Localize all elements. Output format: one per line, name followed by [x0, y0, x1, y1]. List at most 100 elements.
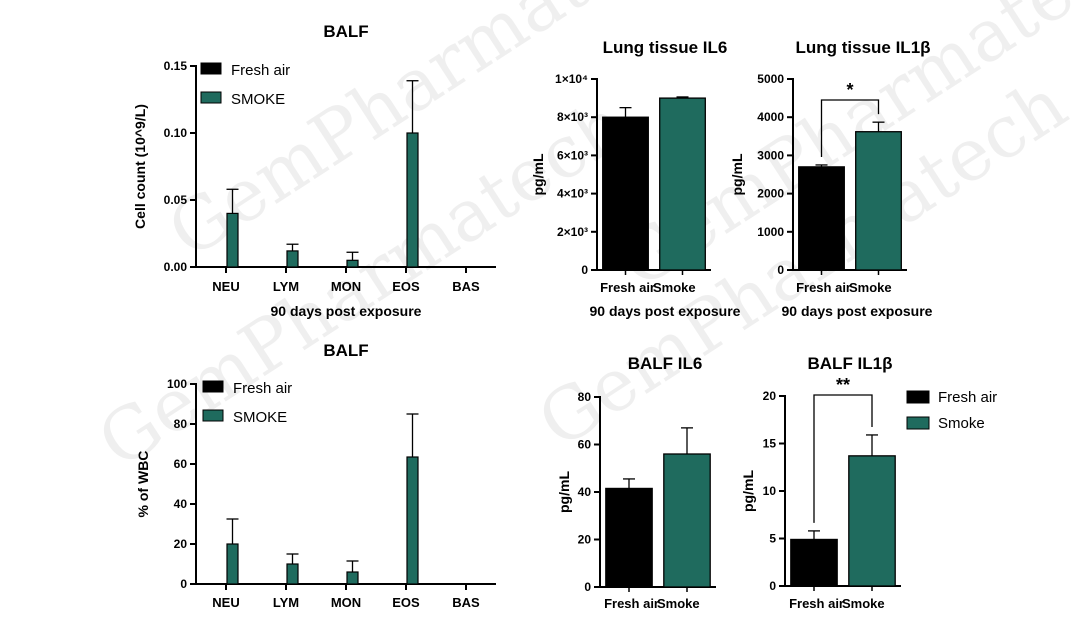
category-label: MON [331, 595, 361, 610]
y-tick-label: 1000 [757, 225, 784, 239]
category-label: EOS [392, 595, 420, 610]
bar-smoke [855, 131, 902, 271]
y-tick-label: 0 [769, 579, 776, 593]
category-label: EOS [392, 279, 420, 294]
y-tick-label: 2000 [757, 187, 784, 201]
y-tick-label: 0 [777, 263, 784, 277]
bar-smoke [286, 250, 299, 268]
y-tick-label: 0 [581, 263, 588, 277]
bar-smoke [226, 543, 239, 585]
category-label: NEU [212, 595, 239, 610]
category-label: Smoke [653, 280, 696, 295]
y-tick-label: 0.15 [164, 59, 188, 73]
bar-smoke [226, 212, 239, 268]
category-label: Smoke [842, 596, 885, 611]
y-tick-label: 10 [763, 484, 777, 498]
charts-layer: 0.00 0.05 0.10 0.15 BALF Cell count (10^9/L) 9… [132, 22, 997, 611]
bar-smoke [406, 132, 419, 268]
y-tick-label: 8×10³ [557, 110, 588, 124]
y-axis-label: Cell count (10^9/L) [132, 104, 148, 229]
chart-balf-pct: 0 20 40 60 80 100 BALF % of WBC NEU LYM MON EOS BAS F… [135, 341, 496, 610]
y-tick-label: 0 [584, 580, 591, 594]
bar-fresh-air [605, 487, 653, 588]
y-axis-label: pg/mL [729, 153, 745, 195]
legend-swatch [200, 91, 222, 104]
bar-smoke [659, 97, 706, 271]
y-axis-label: pg/mL [556, 471, 572, 513]
y-tick-label: 4000 [757, 110, 784, 124]
y-tick-label: 100 [167, 377, 187, 391]
bar-smoke [663, 453, 711, 588]
y-tick-label: 4×10³ [557, 187, 588, 201]
category-label: Smoke [657, 596, 700, 611]
y-axis-label: pg/mL [740, 470, 756, 512]
significance-bracket [813, 394, 873, 523]
bar-smoke [346, 571, 359, 585]
category-label: Smoke [849, 280, 892, 295]
y-tick-label: 3000 [757, 148, 784, 162]
y-tick-label: 5 [769, 532, 776, 546]
bar-fresh-air [602, 116, 649, 271]
significance-bracket [820, 99, 880, 157]
y-tick-label: 6×10³ [557, 148, 588, 162]
legend-label: Fresh air [231, 62, 290, 79]
y-tick-label: 5000 [757, 72, 784, 86]
legend-label: Fresh air [233, 380, 292, 397]
y-tick-label: 0 [180, 577, 187, 591]
y-tick-label: 20 [174, 537, 188, 551]
y-tick-label: 0.10 [164, 126, 188, 140]
y-tick-label: 15 [763, 437, 777, 451]
x-axis-label: 90 days post exposure [271, 303, 422, 319]
bar-smoke [286, 563, 299, 585]
chart-title: BALF [323, 341, 368, 360]
category-label: Fresh air [789, 596, 844, 611]
y-tick-label: 20 [578, 533, 592, 547]
y-tick-label: 60 [578, 438, 592, 452]
legend-swatch [200, 62, 222, 75]
significance-label: ** [836, 375, 850, 395]
category-label: Fresh air [796, 280, 851, 295]
chart-balf-count: 0.00 0.05 0.10 0.15 BALF Cell count (10^9/L) 9… [132, 22, 496, 319]
y-tick-label: 0.00 [164, 260, 188, 274]
category-label: LYM [273, 595, 299, 610]
legend-swatch [202, 380, 224, 393]
category-label: MON [331, 279, 361, 294]
chart-lung-il6: 0 2×10³ 4×10³ 6×10³ 8×10³ 1×10⁴ Lung tissue IL… [530, 38, 741, 319]
bar-smoke [848, 455, 896, 587]
y-tick-label: 60 [174, 457, 188, 471]
bar-fresh-air [790, 538, 838, 587]
chart-lung-il1b: 0 1000 2000 3000 4000 5000 Lung tissue IL1β pg/… [729, 38, 933, 319]
y-axis-label: pg/mL [530, 153, 546, 195]
chart-title: Lung tissue IL6 [603, 38, 728, 57]
significance-label: * [846, 80, 853, 100]
y-axis-label: % of WBC [135, 451, 151, 518]
x-axis-label: 90 days post exposure [782, 303, 933, 319]
category-label: BAS [452, 595, 480, 610]
y-tick-label: 80 [578, 390, 592, 404]
category-label: BAS [452, 279, 480, 294]
chart-title: BALF IL1β [808, 354, 893, 373]
y-tick-label: 0.05 [164, 193, 188, 207]
bar-smoke [406, 456, 419, 585]
y-tick-label: 20 [763, 389, 777, 403]
legend-label: Fresh air [938, 389, 997, 406]
category-label: LYM [273, 279, 299, 294]
y-tick-label: 2×10³ [557, 225, 588, 239]
category-label: Fresh air [604, 596, 659, 611]
legend-swatch [906, 390, 930, 404]
legend-label: SMOKE [233, 409, 287, 426]
category-label: NEU [212, 279, 239, 294]
chart-title: BALF IL6 [628, 354, 703, 373]
chart-title: Lung tissue IL1β [795, 38, 930, 57]
category-label: Fresh air [600, 280, 655, 295]
y-tick-label: 1×10⁴ [555, 72, 588, 86]
x-axis-label: 90 days post exposure [590, 303, 741, 319]
legend-label: Smoke [938, 415, 985, 432]
chart-title: BALF [323, 22, 368, 41]
y-tick-label: 40 [174, 497, 188, 511]
y-tick-label: 40 [578, 485, 592, 499]
bar-fresh-air [798, 166, 845, 271]
